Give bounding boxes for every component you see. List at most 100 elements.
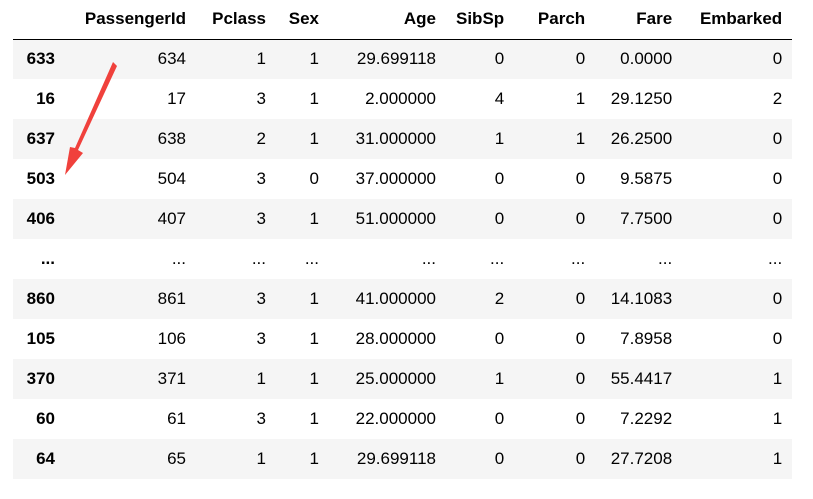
table-body: 633 634 1 1 29.699118 0 0 0.0000 0 16 1 7… bbox=[13, 39, 793, 479]
cell-sibsp: 1 bbox=[494, 369, 505, 388]
cell-fare: 7.2292 bbox=[620, 409, 673, 428]
row-index: 503 bbox=[26, 169, 55, 188]
cell-passengerid: 504 bbox=[157, 169, 186, 188]
cell-embarked: 2 bbox=[772, 89, 783, 108]
cell-parch: 0 bbox=[575, 409, 586, 428]
cell-embarked: 0 bbox=[772, 49, 783, 69]
cell-fare: 9.5875 bbox=[620, 169, 673, 188]
column-header-sex: Sex bbox=[276, 0, 329, 40]
cell-fare: 14.1083 bbox=[610, 289, 673, 308]
cell-ellipsis: ... bbox=[304, 249, 319, 268]
cell-pclass: 1 bbox=[256, 449, 266, 468]
row-index: 370 bbox=[26, 369, 55, 388]
cell-passengerid: 371 bbox=[157, 369, 186, 388]
cell-ellipsis: ... bbox=[571, 249, 586, 268]
cell-sibsp: 0 bbox=[494, 169, 505, 188]
cell-fare: 55.4417 bbox=[610, 369, 673, 388]
cell-sex: 1 bbox=[309, 449, 319, 468]
cell-age: 22.000000 bbox=[355, 409, 436, 428]
cell-sex: 1 bbox=[309, 209, 319, 228]
cell-passengerid: 106 bbox=[157, 329, 186, 348]
cell-passengerid: 65 bbox=[167, 449, 186, 468]
column-header-passengerid: PassengerId bbox=[65, 0, 196, 40]
cell-parch: 0 bbox=[575, 49, 586, 69]
cell-parch: 1 bbox=[575, 129, 586, 148]
cell-sibsp: 0 bbox=[494, 209, 505, 228]
cell-parch: 0 bbox=[575, 329, 586, 348]
cell-fare: 7.8958 bbox=[620, 329, 673, 348]
cell-pclass: 2 bbox=[256, 129, 266, 148]
cell-sibsp: 2 bbox=[494, 289, 505, 308]
cell-sex: 1 bbox=[309, 289, 319, 308]
cell-age: 28.000000 bbox=[355, 329, 436, 348]
row-index: 64 bbox=[36, 449, 55, 468]
cell-pclass: 3 bbox=[256, 289, 266, 308]
cell-age: 31.000000 bbox=[355, 129, 436, 148]
row-index: 16 bbox=[36, 89, 55, 108]
row-index: 860 bbox=[26, 289, 55, 308]
table-row: 64 65 1 1 29.699118 0 0 27.7208 1 bbox=[13, 439, 793, 479]
table-row: 16 17 3 1 2.000000 4 1 29.1250 2 bbox=[13, 79, 793, 119]
column-header-fare: Fare bbox=[595, 0, 683, 40]
cell-pclass: 3 bbox=[256, 409, 266, 428]
row-index: 633 bbox=[26, 49, 55, 69]
cell-embarked: 0 bbox=[772, 209, 783, 228]
cell-parch: 0 bbox=[575, 289, 586, 308]
cell-sibsp: 0 bbox=[494, 409, 505, 428]
cell-fare: 0.0000 bbox=[620, 49, 673, 69]
cell-age: 37.000000 bbox=[355, 169, 436, 188]
cell-ellipsis: ... bbox=[251, 249, 266, 268]
cell-passengerid: 861 bbox=[157, 289, 186, 308]
cell-fare: 27.7208 bbox=[610, 449, 673, 468]
cell-ellipsis: ... bbox=[768, 249, 783, 268]
row-index: 105 bbox=[26, 329, 55, 348]
cell-age: 2.000000 bbox=[365, 89, 436, 108]
cell-sex: 1 bbox=[309, 329, 319, 348]
cell-sibsp: 0 bbox=[494, 449, 505, 468]
table-row: 60 61 3 1 22.000000 0 0 7.2292 1 bbox=[13, 399, 793, 439]
column-header-embarked: Embarked bbox=[682, 0, 793, 40]
cell-ellipsis: ... bbox=[658, 249, 673, 268]
table-row: 860 861 3 1 41.000000 2 0 14.1083 0 bbox=[13, 279, 793, 319]
cell-age: 29.699118 bbox=[356, 49, 436, 69]
table-header: PassengerId Pclass Sex Age SibSp Parch F… bbox=[13, 0, 793, 40]
ellipsis-row: ... ... ... ... ... ... ... ... ... bbox=[13, 239, 793, 279]
table-row: 633 634 1 1 29.699118 0 0 0.0000 0 bbox=[13, 39, 793, 79]
cell-pclass: 3 bbox=[256, 329, 266, 348]
table-row: 503 504 3 0 37.000000 0 0 9.5875 0 bbox=[13, 159, 793, 199]
cell-age: 25.000000 bbox=[355, 369, 436, 388]
cell-sex: 1 bbox=[309, 369, 319, 388]
column-header-age: Age bbox=[329, 0, 446, 40]
cell-sex: 1 bbox=[309, 409, 319, 428]
cell-passengerid: 407 bbox=[157, 209, 186, 228]
cell-sex: 1 bbox=[309, 129, 319, 148]
cell-embarked: 0 bbox=[772, 289, 783, 308]
column-header-sibsp: SibSp bbox=[446, 0, 515, 40]
cell-embarked: 0 bbox=[772, 169, 783, 188]
cell-embarked: 1 bbox=[772, 449, 783, 468]
cell-ellipsis: ... bbox=[490, 249, 505, 268]
cell-sex: 0 bbox=[309, 169, 319, 188]
cell-sex: 1 bbox=[309, 49, 319, 69]
cell-age: 51.000000 bbox=[355, 209, 436, 228]
cell-parch: 0 bbox=[575, 369, 586, 388]
cell-ellipsis: ... bbox=[421, 249, 436, 268]
cell-parch: 1 bbox=[575, 89, 586, 108]
cell-fare: 29.1250 bbox=[610, 89, 673, 108]
cell-parch: 0 bbox=[575, 169, 586, 188]
column-header-pclass: Pclass bbox=[196, 0, 276, 40]
row-index: 60 bbox=[36, 409, 55, 428]
row-index: 637 bbox=[26, 129, 55, 148]
cell-sibsp: 1 bbox=[494, 129, 505, 148]
table-row: 370 371 1 1 25.000000 1 0 55.4417 1 bbox=[13, 359, 793, 399]
cell-age: 29.699118 bbox=[356, 449, 436, 468]
cell-pclass: 3 bbox=[256, 169, 266, 188]
table-row: 406 407 3 1 51.000000 0 0 7.7500 0 bbox=[13, 199, 793, 239]
cell-embarked: 0 bbox=[772, 129, 783, 148]
dataframe-table: PassengerId Pclass Sex Age SibSp Parch F… bbox=[13, 0, 793, 479]
cell-embarked: 0 bbox=[772, 329, 783, 348]
cell-passengerid: 634 bbox=[157, 49, 186, 69]
cell-sibsp: 0 bbox=[494, 329, 505, 348]
cell-pclass: 3 bbox=[256, 89, 266, 108]
column-header-parch: Parch bbox=[514, 0, 596, 40]
